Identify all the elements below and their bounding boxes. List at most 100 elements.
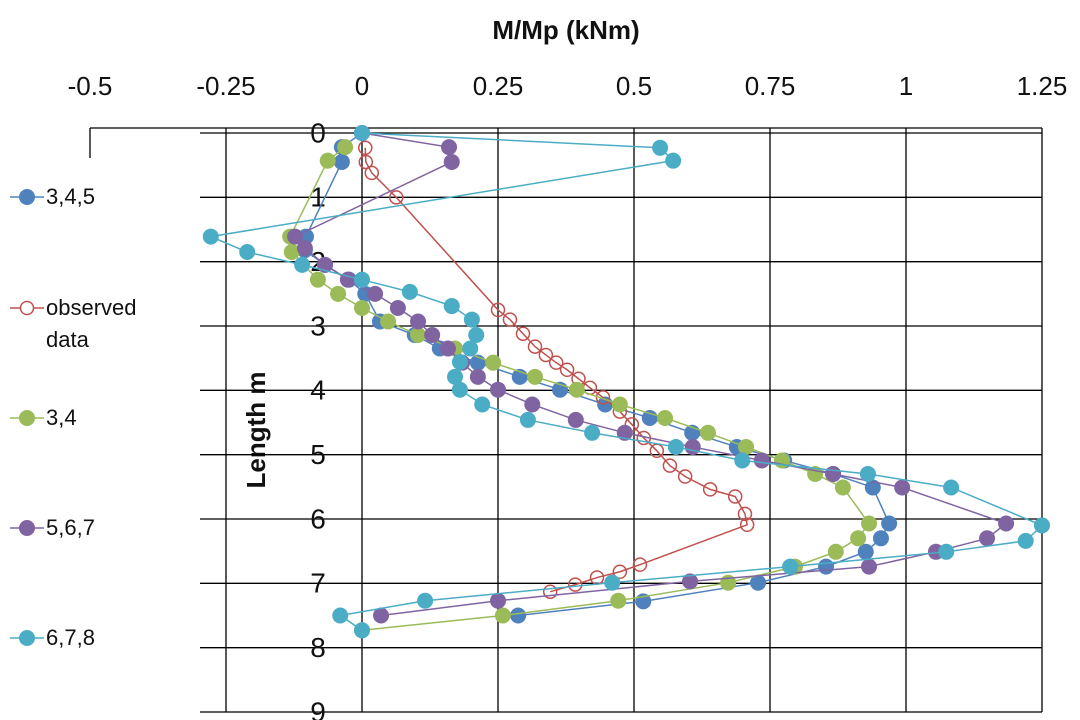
data-point — [782, 558, 799, 575]
data-point — [998, 515, 1015, 532]
data-point — [737, 506, 753, 522]
data-point — [358, 154, 374, 170]
y-tick-label: 4 — [310, 375, 326, 406]
data-point — [417, 592, 434, 609]
data-point — [699, 424, 716, 441]
data-point — [567, 577, 583, 592]
legend-item: 3,4,5 — [8, 181, 176, 213]
data-point — [441, 139, 458, 156]
x-tick-label: 0.5 — [616, 71, 652, 101]
data-point — [872, 530, 889, 547]
legend-label: 3,4 — [46, 405, 77, 430]
data-point — [567, 411, 584, 428]
y-axis-title: Length m — [241, 372, 271, 489]
data-point — [850, 530, 867, 547]
data-point — [354, 299, 370, 316]
data-point — [515, 326, 531, 341]
data-point — [652, 139, 669, 156]
legend-marker — [10, 520, 44, 536]
data-point — [309, 271, 326, 288]
data-point — [389, 299, 406, 316]
data-point — [401, 283, 418, 300]
data-point — [526, 368, 543, 385]
data-point — [538, 347, 554, 363]
y-tick-label: 1 — [310, 182, 326, 213]
data-point — [864, 479, 881, 496]
data-point — [490, 592, 506, 609]
data-point — [485, 354, 502, 371]
data-point — [239, 244, 256, 261]
x-tick-label: 0 — [355, 71, 369, 101]
data-point — [380, 313, 397, 330]
series-line — [289, 146, 870, 632]
data-point — [979, 530, 996, 547]
legend-dot — [19, 630, 35, 646]
data-point — [667, 438, 684, 455]
data-point — [410, 313, 427, 330]
data-point — [294, 256, 311, 273]
legend-item: observed data — [8, 292, 176, 356]
y-tick-label: 0 — [310, 117, 326, 148]
data-point — [881, 515, 898, 532]
data-point — [332, 607, 349, 624]
data-point — [548, 355, 564, 370]
data-point — [494, 607, 511, 624]
data-point — [604, 574, 621, 591]
x-tick-label: -0.25 — [196, 71, 255, 101]
data-point — [702, 482, 718, 497]
data-point — [474, 396, 491, 413]
series — [358, 140, 755, 599]
legend-marker — [10, 300, 44, 316]
legend-label: 6,7,8 — [46, 625, 95, 650]
data-point — [753, 452, 770, 469]
data-point — [296, 240, 313, 257]
data-point — [358, 140, 373, 156]
data-point — [938, 543, 955, 560]
data-point — [490, 302, 506, 318]
data-point — [861, 515, 878, 532]
legend-dot — [19, 189, 35, 205]
series-line — [304, 132, 890, 617]
data-point — [616, 424, 633, 441]
data-point — [510, 607, 527, 624]
legend-label: 5,6,7 — [46, 515, 95, 540]
data-point — [439, 340, 456, 357]
data-point — [894, 479, 911, 496]
data-point — [389, 190, 404, 205]
data-point — [818, 558, 835, 575]
x-tick-label: 0.25 — [473, 71, 524, 101]
data-point — [632, 557, 648, 572]
data-point — [354, 622, 370, 639]
data-point — [354, 271, 370, 288]
data-point — [559, 362, 575, 377]
data-point — [424, 327, 441, 344]
data-point — [657, 409, 674, 426]
legend-marker — [10, 189, 44, 205]
data-point — [330, 285, 347, 302]
x-tick-label: 1.25 — [1017, 71, 1068, 101]
data-point — [682, 573, 699, 590]
y-tick-label: 7 — [310, 568, 326, 599]
legend-marker — [10, 630, 44, 646]
legend-item: 6,7,8 — [8, 622, 176, 654]
data-point — [734, 452, 751, 469]
legend-label: 3,4,5 — [46, 184, 95, 209]
data-point — [825, 465, 842, 482]
data-point — [443, 153, 460, 170]
y-tick-label: 8 — [310, 632, 326, 663]
data-point — [568, 381, 585, 398]
data-point — [611, 396, 628, 413]
data-point — [354, 125, 370, 141]
legend-item: 5,6,7 — [8, 512, 176, 544]
series — [202, 125, 1050, 639]
data-point — [319, 152, 336, 169]
data-point — [857, 543, 874, 560]
data-point — [665, 152, 682, 169]
x-tick-label: -0.5 — [68, 71, 113, 101]
data-point — [410, 327, 427, 344]
legend-item: 3,4 — [8, 402, 176, 434]
y-tick-label: 9 — [310, 696, 326, 720]
data-point — [463, 311, 480, 328]
data-point — [469, 368, 486, 385]
